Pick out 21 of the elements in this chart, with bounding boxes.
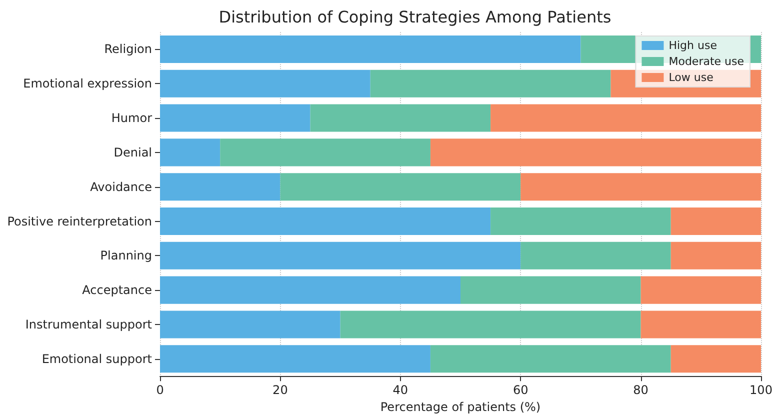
y-tick-label: Positive reinterpretation (7, 214, 152, 228)
y-tick-label: Emotional support (42, 352, 152, 366)
legend-label: High use (668, 39, 718, 52)
y-tick-label: Emotional expression (23, 76, 152, 91)
x-axis-title: Percentage of patients (%) (380, 400, 541, 414)
x-tick-label: 80 (633, 383, 648, 398)
x-tick-label: 40 (392, 383, 408, 398)
x-tick-label: 20 (272, 383, 288, 398)
y-tick-label: Acceptance (82, 283, 152, 298)
y-tick-label: Humor (111, 111, 152, 126)
legend-label: Low use (668, 71, 714, 84)
y-tick-label: Planning (100, 248, 152, 263)
y-tick-label: Instrumental support (25, 317, 152, 332)
x-tick-label: 0 (156, 383, 164, 398)
legend-label: Moderate use (668, 55, 744, 68)
chart-title: Distribution of Coping Strategies Among Patients (218, 8, 612, 26)
y-tick-label: Denial (114, 145, 152, 160)
x-tick-label: 60 (512, 383, 528, 398)
x-tick-label: 100 (750, 383, 772, 398)
y-tick-label: Avoidance (90, 180, 152, 194)
y-tick-label: Religion (104, 42, 152, 56)
